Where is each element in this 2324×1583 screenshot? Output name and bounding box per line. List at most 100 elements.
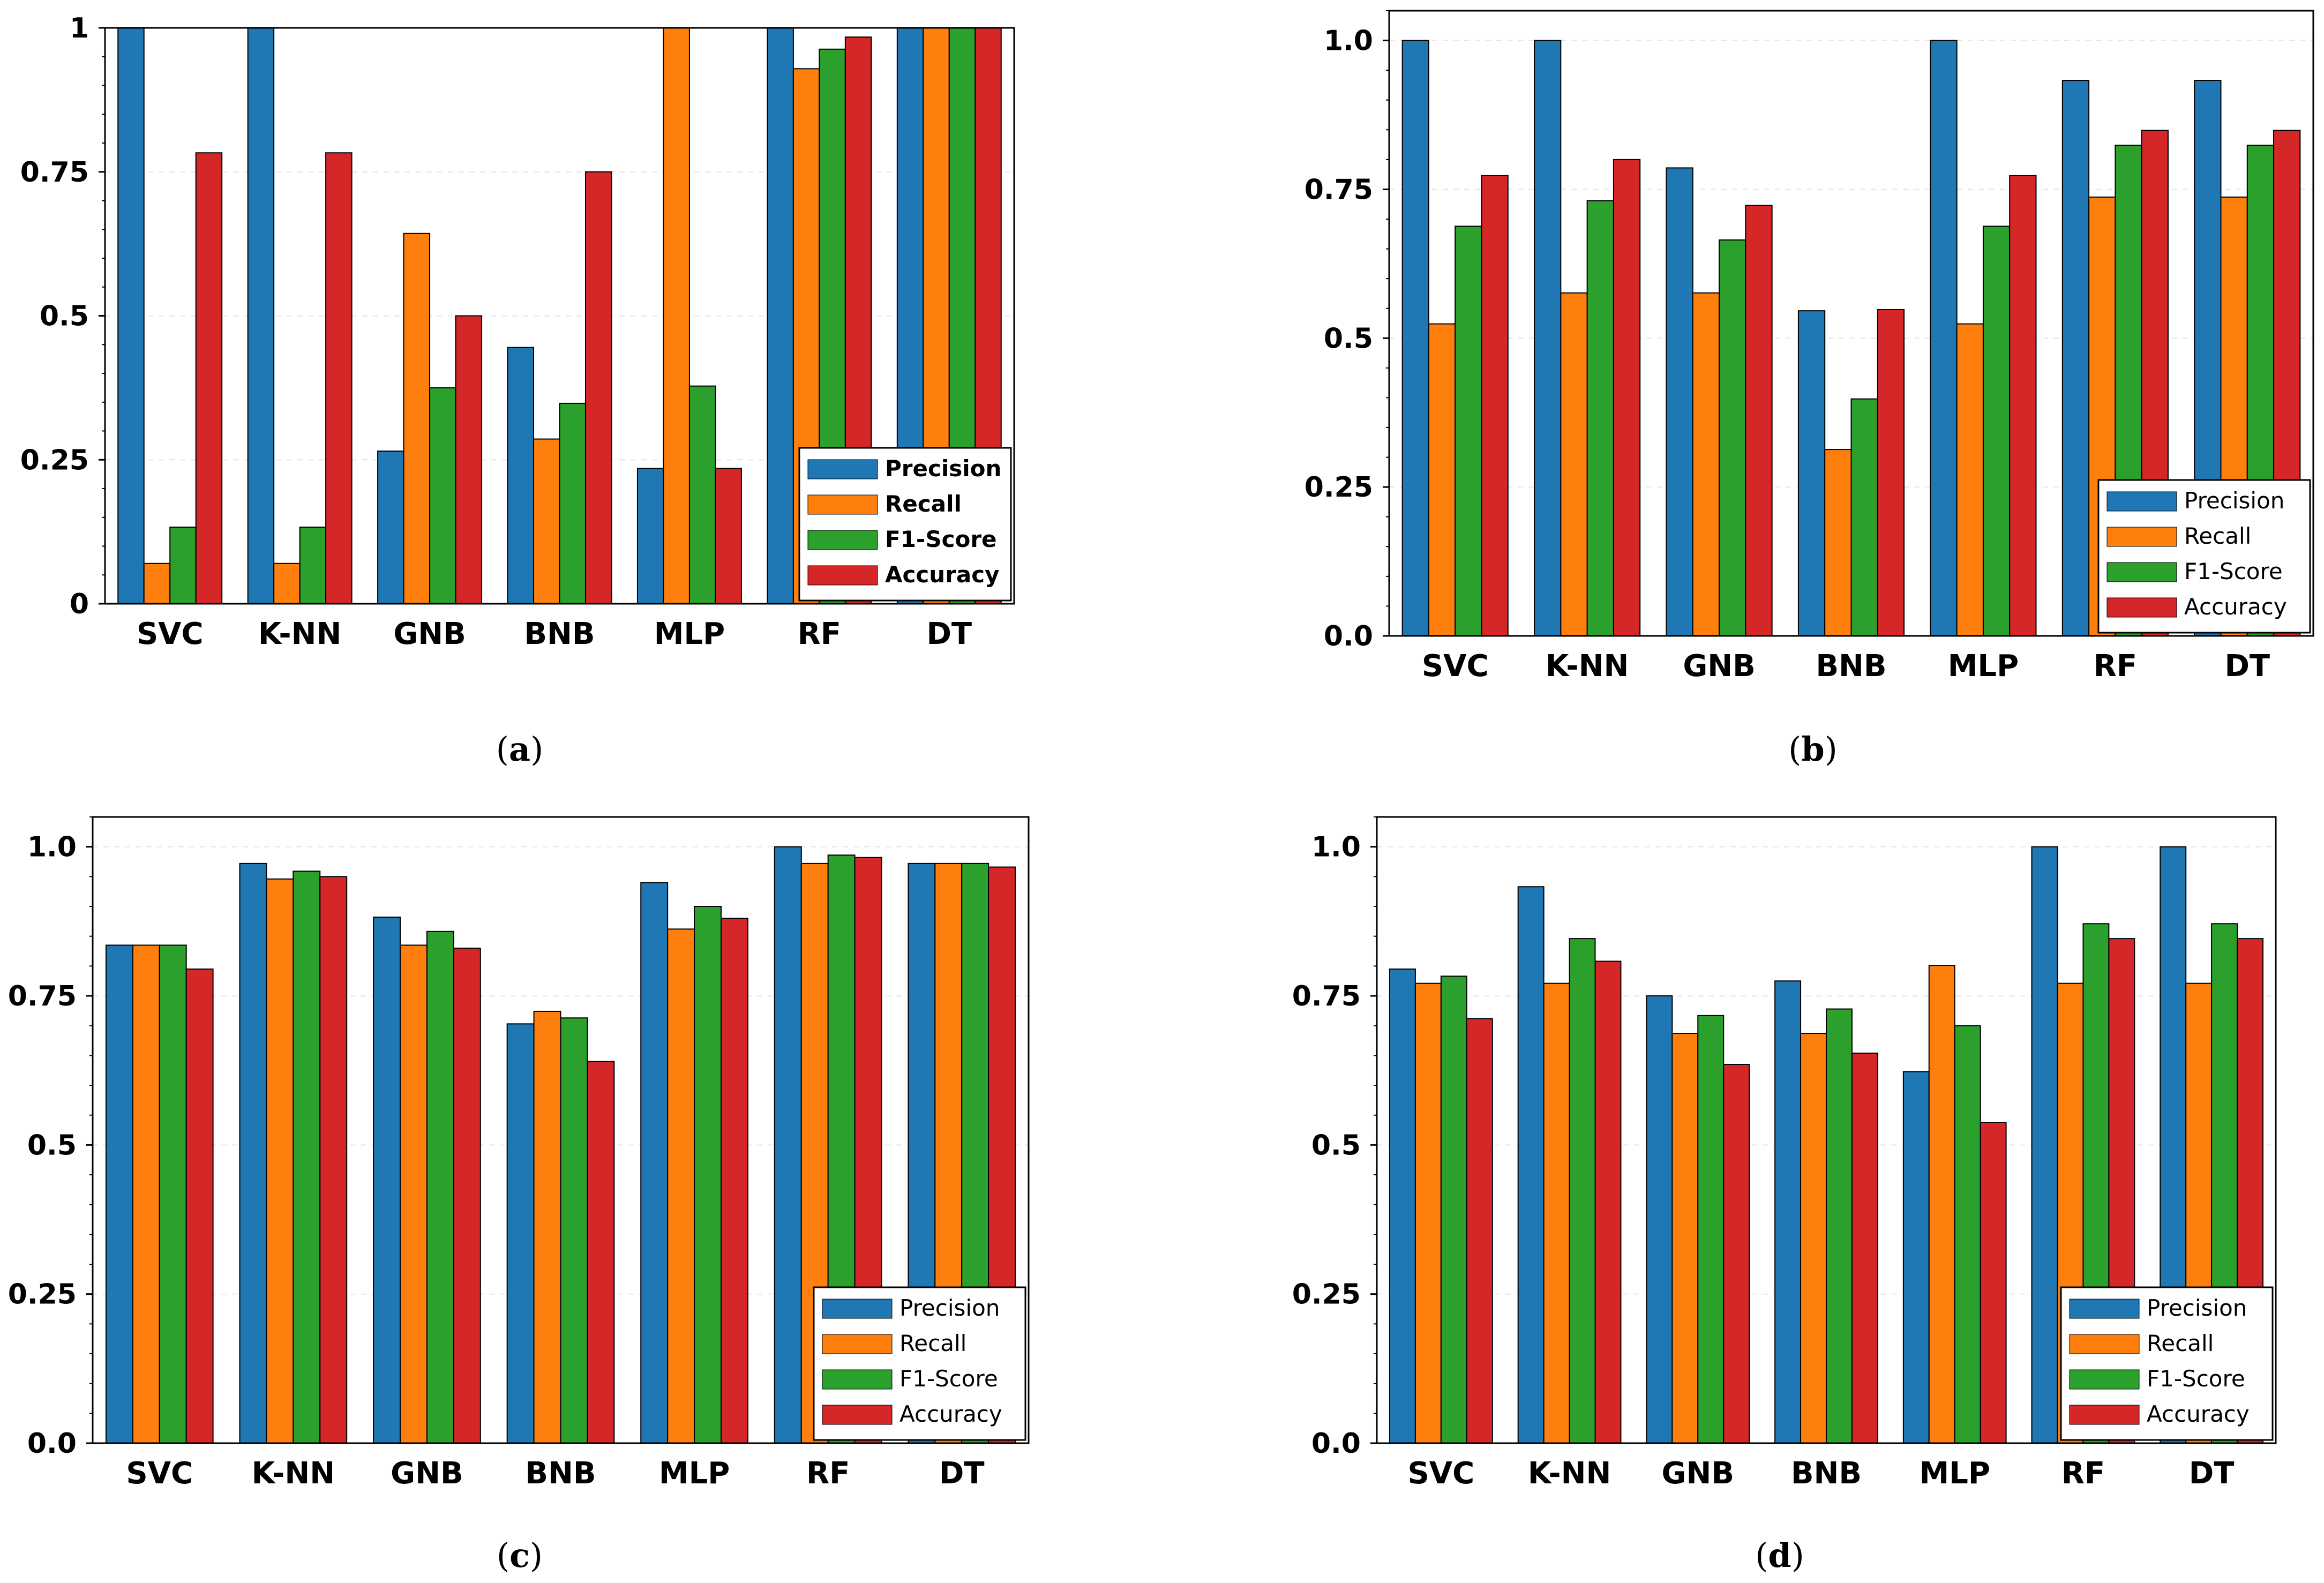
legend-label: Precision [2184, 487, 2284, 514]
bar-f1-score-mlp [688, 385, 716, 605]
legend-swatch-accuracy [807, 565, 878, 586]
x-category-label: DT [2189, 1456, 2235, 1491]
legend-label: Accuracy [2147, 1401, 2250, 1427]
y-tick-label: 0.0 [1311, 1428, 1361, 1460]
x-category-label: MLP [1919, 1456, 1990, 1491]
legend-label: Precision [885, 455, 1001, 482]
legend-label: F1-Score [899, 1366, 998, 1392]
x-category-label: RF [798, 617, 841, 651]
bar-f1-score-bnb [560, 1017, 588, 1444]
bar-precision-gnb [1646, 995, 1673, 1444]
bar-recall-k-nn [266, 878, 294, 1444]
bar-recall-gnb [400, 944, 428, 1444]
x-category-label: SVC [137, 617, 204, 651]
bar-precision-bnb [506, 1023, 535, 1444]
legend-swatch-f1-score [807, 530, 878, 550]
legend: Precision Recall F1-Score Accuracy [798, 447, 1012, 602]
bar-f1-score-gnb [1697, 1015, 1725, 1444]
legend-swatch-recall [2106, 527, 2177, 547]
legend-label: Recall [2184, 523, 2251, 549]
bar-accuracy-k-nn [1613, 159, 1641, 637]
bar-precision-gnb [373, 917, 401, 1444]
chart-panel-d: 0.0 0.25 0.5 0.75 1.0 SVC K-NN GNB BNB MLP RF DT Pre… [1292, 816, 2277, 1575]
legend-label: Accuracy [2184, 594, 2287, 620]
legend-swatch-f1-score [2106, 562, 2177, 582]
bar-precision-gnb [1666, 167, 1693, 637]
bar-f1-score-svc [169, 527, 197, 605]
x-category-label: MLP [1948, 649, 2019, 684]
legend: Precision Recall F1-Score Accuracy [813, 1286, 1026, 1441]
legend-swatch-accuracy [822, 1405, 893, 1425]
bar-recall-bnb [533, 1010, 561, 1444]
bar-recall-gnb [403, 232, 431, 604]
legend-swatch-precision [807, 459, 878, 479]
plot-border [92, 816, 1030, 1444]
x-category-label: RF [806, 1456, 850, 1491]
bar-accuracy-svc [1466, 1018, 1493, 1444]
y-tick-label: 1 [70, 12, 89, 44]
bar-f1-score-gnb [1719, 239, 1746, 636]
bar-accuracy-gnb [455, 315, 483, 604]
bar-recall-mlp [1928, 965, 1955, 1444]
bar-precision-bnb [1774, 980, 1802, 1444]
bar-precision-rf [767, 27, 794, 604]
bar-f1-score-gnb [426, 931, 454, 1444]
bar-accuracy-bnb [584, 171, 612, 604]
x-category-label: BNB [524, 617, 595, 651]
bar-accuracy-mlp [1980, 1122, 2007, 1444]
bar-accuracy-svc [195, 152, 223, 604]
bar-accuracy-gnb [453, 947, 481, 1444]
bar-recall-bnb [533, 438, 560, 604]
legend-swatch-recall [807, 494, 878, 515]
bar-accuracy-bnb [587, 1061, 615, 1444]
bar-recall-mlp [1956, 323, 1984, 636]
legend-label: Precision [2147, 1295, 2247, 1321]
bar-accuracy-k-nn [325, 152, 353, 604]
chart-panel-c: 0.0 0.25 0.5 0.75 1.0 SVC K-NN GNB BNB MLP RF DT Pre… [8, 816, 1030, 1575]
bar-accuracy-svc [185, 968, 214, 1444]
bar-f1-score-mlp [1982, 226, 2011, 636]
bar-f1-score-svc [1455, 226, 1482, 636]
y-tick-label: 1.0 [1311, 831, 1361, 864]
legend-label: Recall [899, 1330, 966, 1356]
bar-f1-score-svc [1440, 976, 1467, 1444]
bar-precision-mlp [640, 882, 669, 1444]
bar-recall-mlp [663, 27, 690, 604]
legend-swatch-precision [822, 1299, 893, 1319]
panel-caption: (a) [496, 730, 544, 769]
legend-label: Accuracy [885, 561, 1000, 588]
bar-precision-gnb [377, 451, 404, 604]
x-category-label: K-NN [1546, 649, 1629, 684]
bar-recall-gnb [1671, 1033, 1699, 1444]
legend-swatch-f1-score [822, 1369, 893, 1390]
bar-precision-k-nn [1534, 40, 1562, 637]
legend-swatch-precision [2069, 1299, 2140, 1319]
chart-panel-a: 0 0.25 0.5 0.75 1 SVC K-NN GNB BNB MLP RF DT Precisi… [20, 12, 1015, 769]
panel-caption: (b) [1788, 730, 1838, 769]
bar-accuracy-k-nn [1594, 961, 1622, 1444]
bar-f1-score-k-nn [293, 871, 321, 1444]
bar-accuracy-mlp [715, 468, 742, 604]
x-category-label: DT [926, 617, 972, 651]
x-category-label: K-NN [1528, 1456, 1611, 1491]
bar-f1-score-bnb [1826, 1008, 1853, 1444]
y-tick-label: 0.25 [1305, 471, 1373, 504]
bar-f1-score-gnb [429, 387, 456, 604]
bar-precision-mlp [636, 468, 664, 604]
x-category-label: GNB [391, 1456, 463, 1491]
y-tick-label: 0.75 [1305, 174, 1373, 206]
bar-accuracy-svc [1481, 175, 1509, 636]
bar-accuracy-bnb [1851, 1052, 1878, 1444]
legend-swatch-f1-score [2069, 1369, 2140, 1390]
bar-precision-k-nn [1517, 886, 1545, 1444]
x-category-label: K-NN [258, 617, 342, 651]
bar-precision-rf [774, 846, 802, 1444]
legend-label: Precision [899, 1295, 1000, 1321]
legend-swatch-accuracy [2069, 1405, 2140, 1425]
y-tick-label: 1.0 [1324, 25, 1373, 57]
legend-swatch-accuracy [2106, 597, 2177, 618]
legend-label: F1-Score [885, 526, 997, 552]
bar-f1-score-mlp [694, 906, 722, 1444]
bar-recall-svc [132, 944, 160, 1444]
plot-border [1388, 10, 2314, 637]
